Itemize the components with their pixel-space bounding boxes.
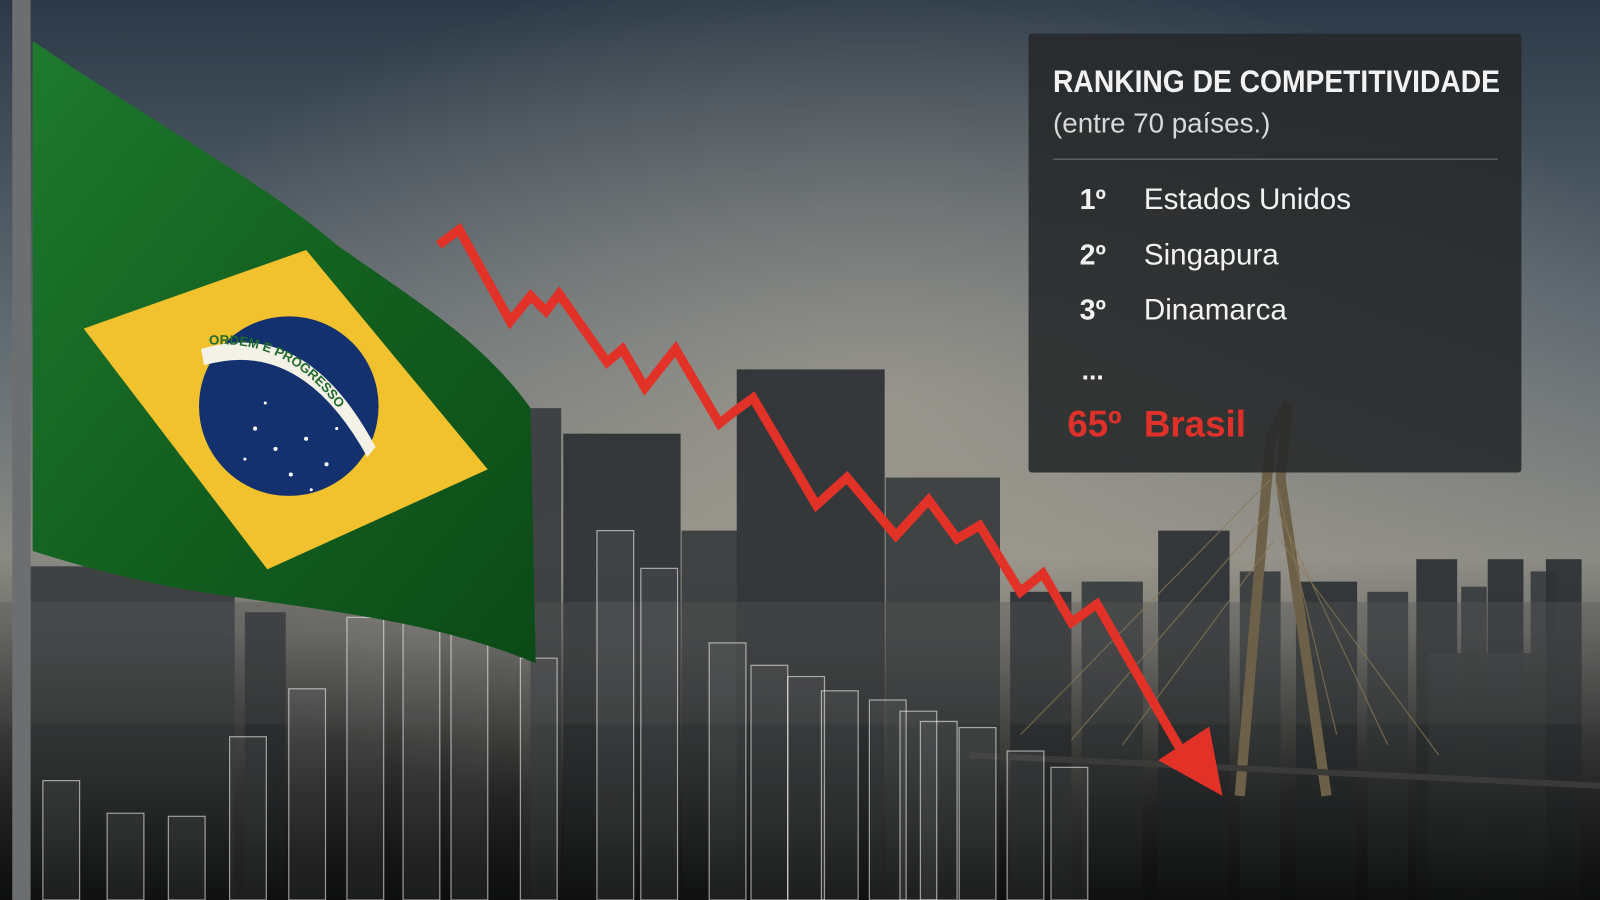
decorative-bar <box>750 664 789 900</box>
decorative-bar <box>288 688 327 900</box>
decorative-bar <box>640 567 679 900</box>
decorative-bar <box>519 657 558 900</box>
country: Estados Unidos <box>1144 183 1351 216</box>
arrow-line <box>436 222 1188 758</box>
flag-globe <box>198 316 379 496</box>
brazil-flag: ORDEM E PROGRESSO <box>32 40 536 664</box>
flag-stars <box>243 401 339 492</box>
panel-title: RANKING DE COMPETITIVIDADE <box>1053 63 1500 99</box>
highlight-country: Brasil <box>1144 404 1246 445</box>
decorative-bar <box>899 710 938 900</box>
decorative-bar <box>596 529 635 900</box>
decline-arrow <box>436 222 1223 796</box>
country: Dinamarca <box>1144 293 1288 326</box>
rank: 2º <box>1080 239 1106 271</box>
arrow-head <box>1158 726 1223 796</box>
decorative-bar <box>919 720 958 900</box>
rank: 1º <box>1080 184 1106 216</box>
panel-subtitle: (entre 70 países.) <box>1053 108 1270 139</box>
decorative-bar <box>787 675 826 900</box>
decorative-bar <box>228 736 267 900</box>
decorative-bar <box>958 726 997 900</box>
decorative-bar <box>346 616 385 900</box>
country: Singapura <box>1144 238 1279 271</box>
flag-pole <box>12 0 31 900</box>
decorative-bar <box>450 623 489 900</box>
ranking-list: 1º Estados Unidos 2º Singapura 3º Dinamarca <box>1080 183 1351 326</box>
decorative-bar <box>820 690 859 900</box>
ranking-panel: RANKING DE COMPETITIVIDADE (entre 70 paí… <box>1028 33 1522 473</box>
decorative-bar <box>167 815 206 900</box>
flag-band <box>201 342 376 458</box>
panel-background <box>1028 33 1522 473</box>
decorative-bar <box>708 642 747 900</box>
decorative-bar <box>42 779 81 900</box>
ellipsis: ... <box>1082 356 1104 386</box>
decorative-bar <box>106 812 145 900</box>
highlight-rank: 65º <box>1067 404 1121 445</box>
decorative-bar <box>1006 750 1045 900</box>
decorative-bar <box>1050 766 1089 900</box>
rank: 3º <box>1080 294 1106 326</box>
